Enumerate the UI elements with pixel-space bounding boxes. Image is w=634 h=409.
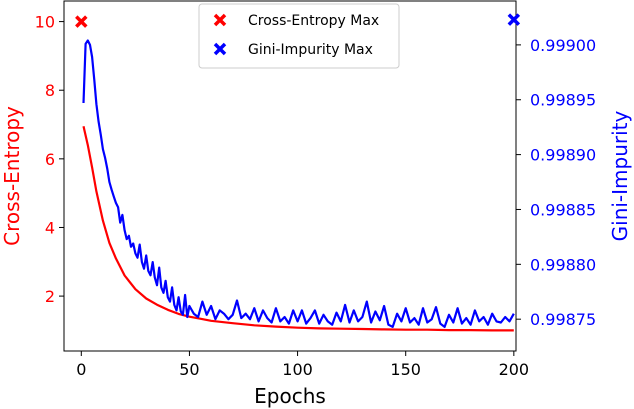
x-tick-label: 150 [390, 360, 421, 379]
plot-area [63, 0, 517, 352]
right-tick-label: 0.99890 [530, 146, 596, 165]
gini-impurity-max-marker [507, 13, 521, 26]
right-tick-label: 0.99880 [530, 255, 596, 274]
legend: Cross-Entropy Max Gini-Impurity Max [198, 3, 400, 69]
cross-entropy-line [82, 125, 514, 332]
legend-cross-entropy-max-icon [213, 13, 227, 27]
series-layer [82, 39, 515, 332]
x-tick-label: 50 [179, 360, 199, 379]
x-axis-label: Epochs [254, 384, 326, 408]
x-axis-ticks: 0 50 100 150 200 [76, 351, 529, 379]
right-axis-ticks: 0.99875 0.99880 0.99885 0.99890 0.99895 0.999… [516, 36, 596, 329]
legend-label-gini-impurity-max: Gini-Impurity Max [248, 42, 373, 58]
left-axis-ticks: 2 4 6 8 10 [35, 13, 64, 306]
left-tick-label: 10 [35, 13, 55, 32]
legend-box [198, 3, 400, 69]
legend-label-cross-entropy-max: Cross-Entropy Max [248, 13, 379, 29]
left-tick-label: 8 [45, 81, 55, 100]
left-tick-label: 6 [45, 150, 55, 169]
legend-gini-impurity-max-icon [213, 42, 227, 56]
x-tick-label: 0 [76, 360, 86, 379]
plot-frame [63, 0, 517, 352]
cross-entropy-max-marker [75, 15, 88, 28]
left-tick-label: 2 [45, 287, 55, 306]
x-tick-label: 200 [499, 360, 530, 379]
right-tick-label: 0.99875 [530, 310, 596, 329]
right-tick-label: 0.99900 [530, 36, 596, 55]
legend-items [213, 13, 227, 56]
x-tick-label: 100 [282, 360, 313, 379]
left-axis-label: Cross-Entropy [0, 106, 24, 246]
gini-impurity-line [82, 39, 515, 328]
right-axis-label: Gini-Impurity [608, 110, 632, 241]
right-tick-label: 0.99895 [530, 91, 596, 110]
left-tick-label: 4 [45, 218, 55, 237]
right-tick-label: 0.99885 [530, 200, 596, 219]
marker-layer [75, 13, 521, 28]
